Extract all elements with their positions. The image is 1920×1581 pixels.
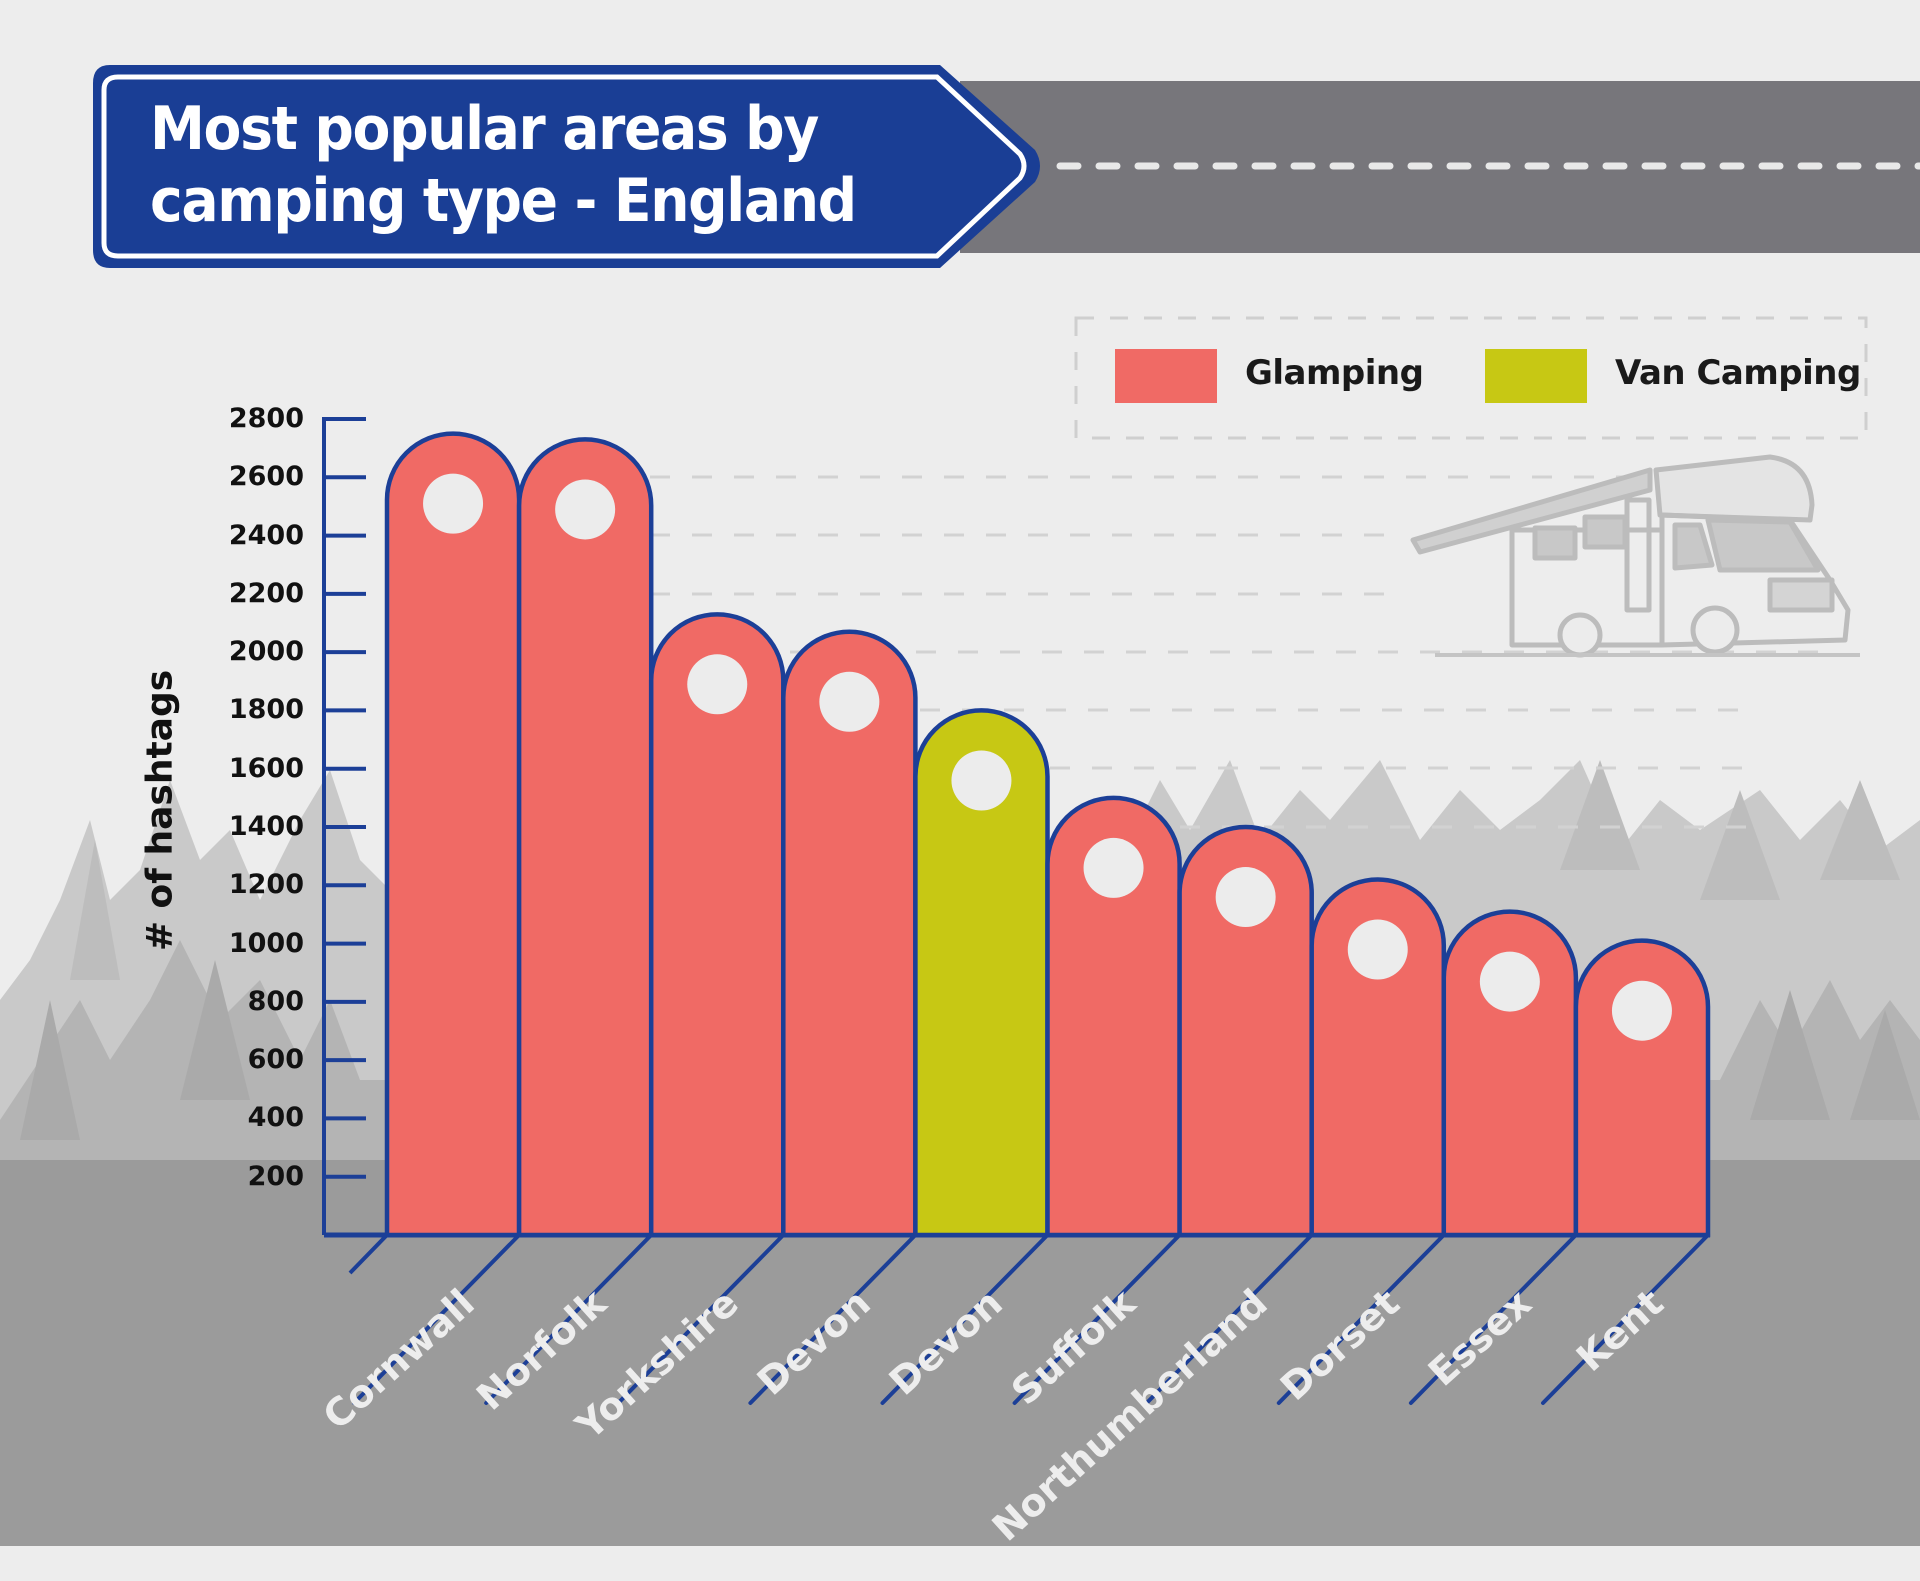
bar-cornwall [384,431,522,1238]
chart-title-line-2: camping type - England [150,166,857,236]
bar-marker-dot [1479,951,1540,1012]
legend-label-van-camping: Van Camping [1615,353,1861,393]
bar-marker-dot [1083,837,1144,898]
bar-chart [322,417,1711,1405]
bar-northumberland [1177,824,1314,1238]
bar-dorset [1309,877,1447,1238]
legend-label-glamping: Glamping [1245,353,1424,393]
bar-essex [1441,909,1579,1238]
bar-marker-dot [1347,919,1408,980]
legend-swatch-van-camping [1485,349,1587,403]
bar-yorkshire [648,612,786,1238]
y-tick-label: 1200 [228,869,304,901]
y-tick-label: 2800 [228,403,304,434]
bar-marker-dot [423,473,484,534]
x-axis-label-dividers [348,1233,1710,1405]
bar-devon [781,629,918,1238]
title-sign [93,65,1040,268]
chart-title-line-1: Most popular areas by [150,94,819,164]
bars [384,431,1711,1238]
bar-marker-dot [555,479,616,540]
legend-box [1074,316,1868,440]
y-tick-label: 2400 [228,519,304,551]
bar-marker-dot [819,671,880,732]
y-tick-label: 1000 [228,927,304,959]
y-tick-label: 2200 [228,577,304,609]
bar-marker-dot [687,654,748,715]
gridlines [650,475,1840,829]
y-axis-title: # of hashtags [139,669,181,952]
y-tick-label: 2000 [228,636,304,668]
bar-marker-dot [1611,980,1672,1041]
bar-kent [1573,938,1711,1238]
y-tick-label: 600 [247,1044,304,1076]
legend-swatch-glamping [1115,349,1217,403]
bar-norfolk [516,437,654,1238]
bar-devon [913,708,1050,1238]
y-tick-label: 1800 [228,694,304,726]
bar-marker-dot [951,750,1012,811]
y-tick-label: 200 [247,1160,304,1192]
y-tick-label: 1400 [228,811,304,842]
campervan-icon [1410,454,1860,658]
bar-suffolk [1045,795,1182,1238]
y-tick-label: 400 [247,1102,304,1134]
y-tick-label: 2600 [228,461,304,493]
bar-marker-dot [1215,867,1276,928]
y-tick-label: 1600 [228,752,304,784]
y-tick-label: 800 [247,985,304,1017]
